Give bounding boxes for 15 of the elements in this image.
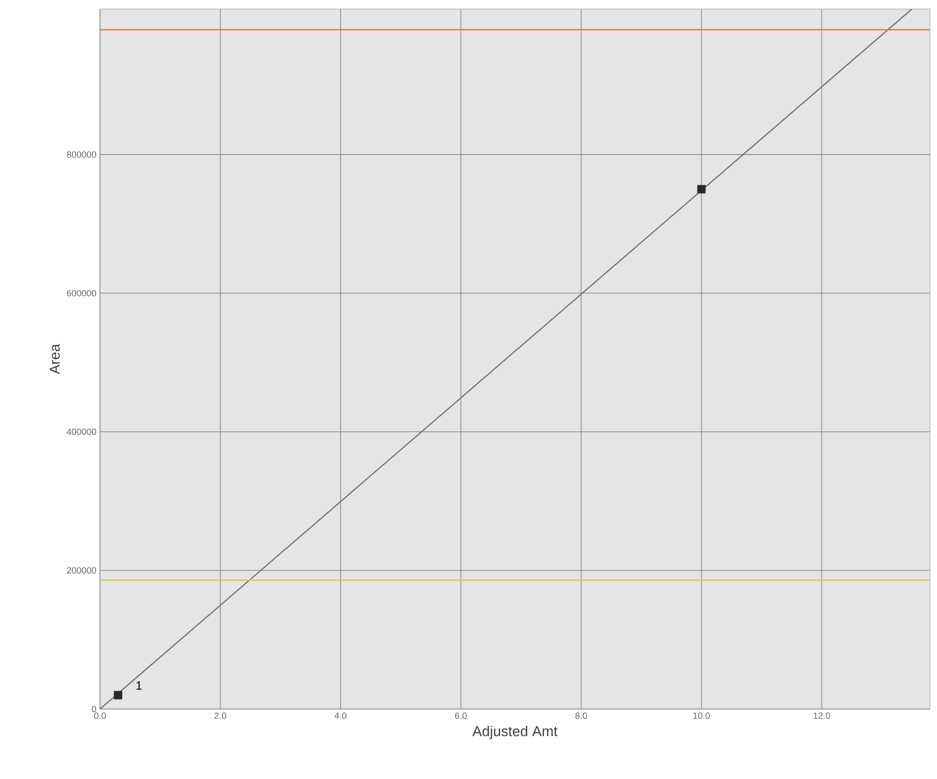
y-tick-label: 0	[92, 706, 96, 712]
x-tick-label: 6.0	[455, 712, 467, 719]
annotation: 1	[136, 681, 142, 690]
x-tick-label: 4.0	[334, 712, 346, 719]
y-tick-label: 200000	[67, 567, 96, 574]
y-tick-label: 800000	[66, 151, 96, 158]
x-tick-label: 0.0	[94, 712, 106, 719]
x-axis-title: Adjusted Amt	[472, 726, 558, 740]
y-axis-title: Area	[50, 344, 60, 374]
y-tick-label: 600000	[67, 290, 96, 296]
x-tick-label: 12.0	[814, 712, 830, 719]
x-tick-label: 2.0	[214, 712, 226, 719]
x-tick-label: 8.0	[575, 712, 588, 719]
y-tick-label: 400000	[66, 428, 96, 435]
x-tick-label: 10.0	[693, 712, 710, 719]
